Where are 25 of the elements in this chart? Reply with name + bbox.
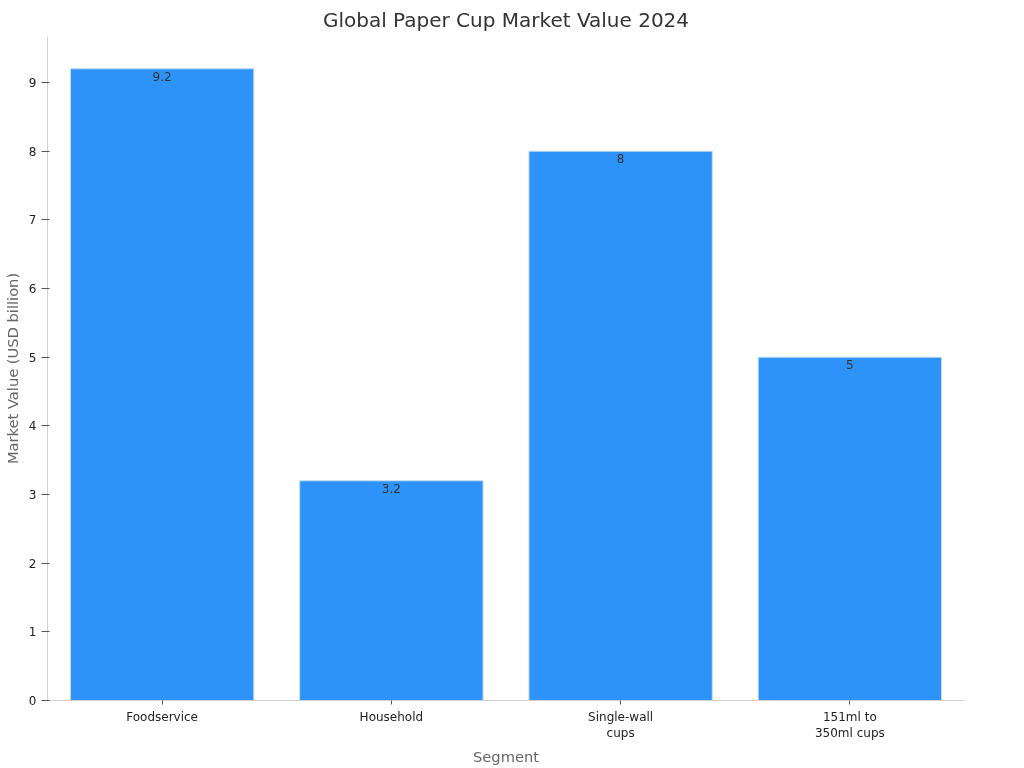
y-tick-label: 0 [28,694,37,708]
y-tick-label: 4 [28,419,37,434]
y-tick-label: 1 [28,625,37,640]
chart-title: Global Paper Cup Market Value 2024 [322,7,690,32]
x-axis-title: Segment [473,748,540,766]
data-label: 5 [846,358,854,373]
y-axis-title: Market Value (USD billion) [3,272,21,465]
bar [528,150,713,701]
y-tick-label: 2 [28,556,37,571]
bar [299,480,484,701]
bar [69,68,255,701]
y-tick-label: 6 [28,282,37,296]
y-tick-label: 7 [28,213,37,228]
data-label: 8 [616,152,625,167]
x-tick-label: Single-wall cups [588,709,654,741]
y-tick-label: 5 [28,350,37,365]
data-label: 9.2 [152,69,172,84]
data-label: 3.2 [381,481,401,496]
bar [757,356,943,701]
x-tick-label: Household [359,709,424,724]
x-tick-label: 151ml to 350ml cups [814,709,885,741]
y-tick-label: 3 [28,488,37,502]
y-tick-label: 9 [28,76,37,91]
y-tick-label: 8 [28,144,37,159]
x-tick-label: Foodservice [126,709,199,724]
